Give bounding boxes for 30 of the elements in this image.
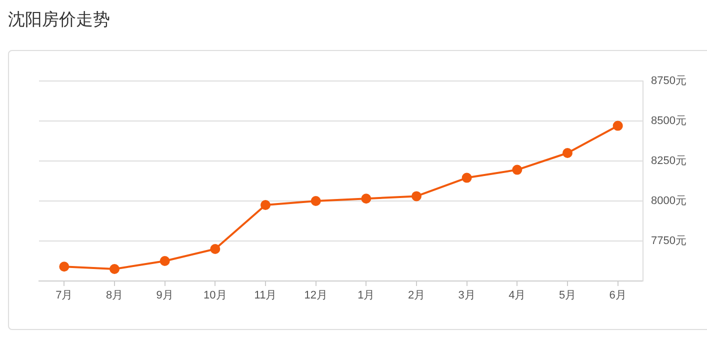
y-tick-label: 7750元 xyxy=(651,235,686,248)
point xyxy=(59,262,70,272)
point xyxy=(562,148,572,158)
point xyxy=(361,194,372,204)
point xyxy=(310,196,321,206)
x-tick-label: 4月 xyxy=(508,290,526,302)
y-tick-label: 8500元 xyxy=(651,115,686,128)
y-tick-label: 8250元 xyxy=(651,155,686,168)
point xyxy=(260,200,270,210)
point xyxy=(210,244,220,254)
point xyxy=(612,120,623,131)
chart-title: 沈阳房价走势 xyxy=(8,9,110,31)
point xyxy=(462,172,472,183)
point xyxy=(110,264,120,274)
x-tick-label: 5月 xyxy=(558,290,576,302)
x-tick-label: 2月 xyxy=(408,290,426,302)
x-tick-label: 6月 xyxy=(609,290,626,302)
point xyxy=(512,164,522,175)
point xyxy=(160,256,170,266)
x-tick-label: 9月 xyxy=(156,290,174,302)
x-tick-label: 11月 xyxy=(254,290,277,302)
x-tick-label: 10月 xyxy=(204,290,227,302)
x-tick-label: 1月 xyxy=(358,290,375,302)
x-tick-label: 12月 xyxy=(304,290,328,302)
y-tick-label: 8000元 xyxy=(651,195,686,208)
point xyxy=(412,191,422,202)
x-tick-label: 3月 xyxy=(458,290,476,302)
y-tick-label: 8750元 xyxy=(651,75,686,88)
x-tick-label: 8月 xyxy=(106,290,124,302)
x-tick-label: 7月 xyxy=(56,290,73,302)
